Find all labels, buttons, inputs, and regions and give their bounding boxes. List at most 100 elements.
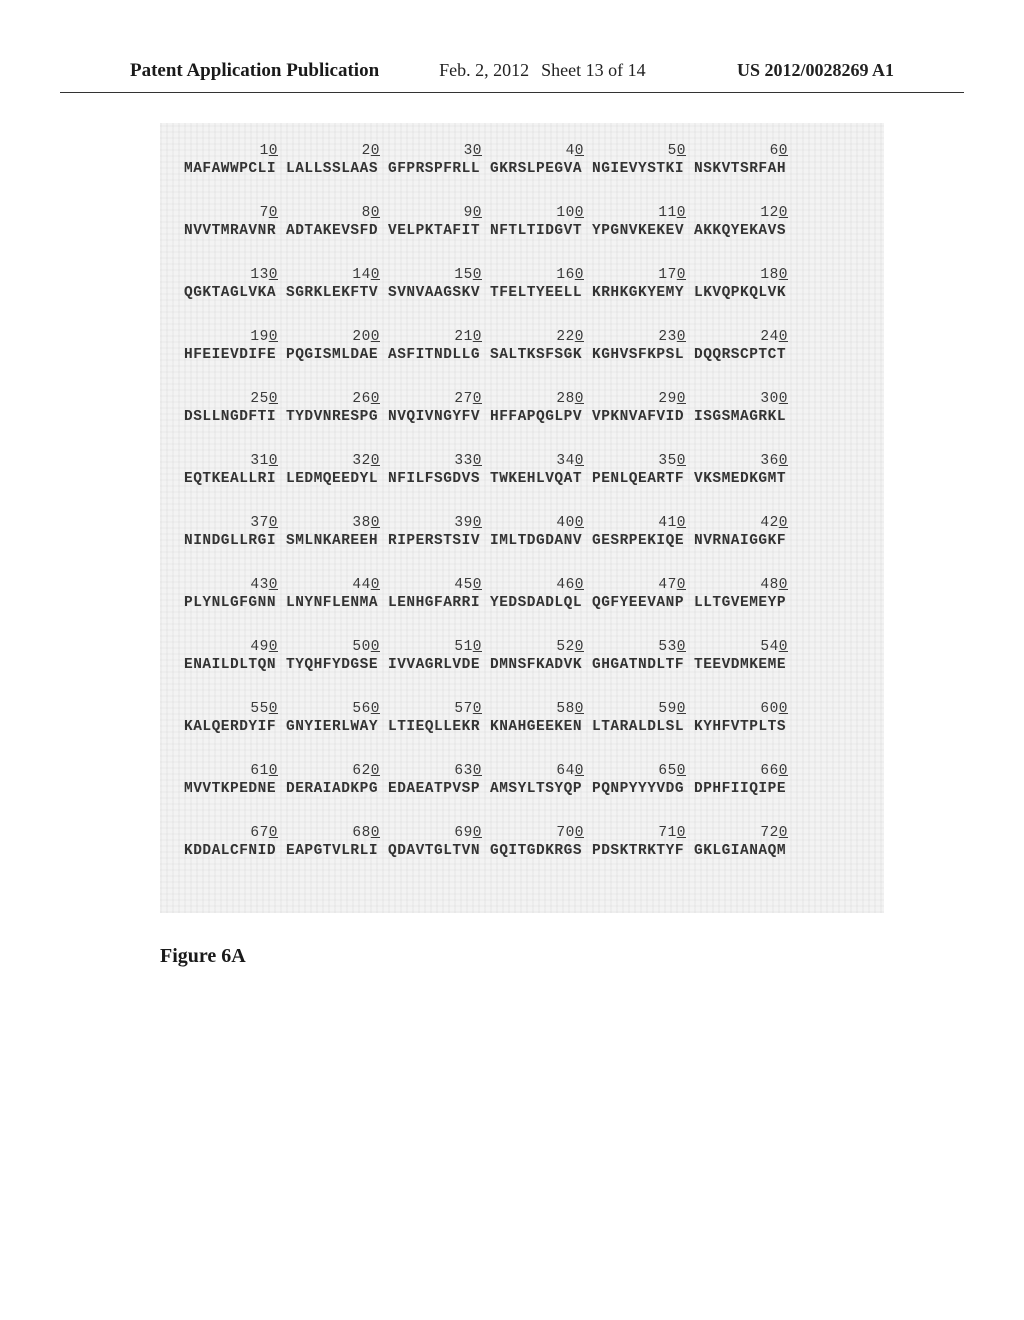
sequence-segment: LKVQPKQLVK: [694, 285, 796, 301]
sequence-segment: KYHFVTPLTS: [694, 719, 796, 735]
sequence-row: DSLLNGDFTITYDVNRESPGNVQIVNGYFVHFFAPQGLPV…: [184, 409, 860, 425]
position-number: 240: [694, 329, 796, 345]
sequence-segment: DERAIADKPG: [286, 781, 388, 797]
sequence-segment: ASFITNDLLG: [388, 347, 490, 363]
position-number: 360: [694, 453, 796, 469]
sequence-segment: VKSMEDKGMT: [694, 471, 796, 487]
position-row: 610620630640650660: [184, 763, 860, 779]
sequence-row: NVVTMRAVNRADTAKEVSFDVELPKTAFITNFTLTIDGVT…: [184, 223, 860, 239]
page-header: Patent Application Publication Feb. 2, 2…: [60, 0, 964, 93]
sequence-segment: ADTAKEVSFD: [286, 223, 388, 239]
position-number: 140: [286, 267, 388, 283]
sequence-row: KDDALCFNIDEAPGTVLRLIQDAVTGLTVNGQITGDKRGS…: [184, 843, 860, 859]
document-number: US 2012/0028269 A1: [737, 60, 894, 81]
sequence-segment: EQTKEALLRI: [184, 471, 286, 487]
position-number: 460: [490, 577, 592, 593]
sequence-segment: HFEIEVDIFE: [184, 347, 286, 363]
sequence-segment: MVVTKPEDNE: [184, 781, 286, 797]
sequence-segment: YPGNVKEKEV: [592, 223, 694, 239]
sequence-segment: GKLGIANAQM: [694, 843, 796, 859]
sequence-segment: NINDGLLRGI: [184, 533, 286, 549]
sequence-segment: GHGATNDLTF: [592, 657, 694, 673]
sequence-block: 190200210220230240 HFEIEVDIFEPQGISMLDAEAS…: [184, 329, 860, 363]
position-number: 450: [388, 577, 490, 593]
sequence-segment: PLYNLGFGNN: [184, 595, 286, 611]
sequence-row: HFEIEVDIFEPQGISMLDAEASFITNDLLGSALTKSFSGK…: [184, 347, 860, 363]
sequence-segment: KGHVSFKPSL: [592, 347, 694, 363]
position-number: 500: [286, 639, 388, 655]
sequence-segment: RIPERSTSIV: [388, 533, 490, 549]
position-number: 510: [388, 639, 490, 655]
position-number: 340: [490, 453, 592, 469]
sequence-segment: LENHGFARRI: [388, 595, 490, 611]
position-number: 100: [490, 205, 592, 221]
position-number: 590: [592, 701, 694, 717]
position-number: 170: [592, 267, 694, 283]
position-number: 720: [694, 825, 796, 841]
sequence-block: 130140150160170180QGKTAGLVKASGRKLEKFTVSV…: [184, 267, 860, 301]
sequence-segment: EAPGTVLRLI: [286, 843, 388, 859]
position-number: 120: [694, 205, 796, 221]
position-number: 640: [490, 763, 592, 779]
sequence-block: 370380390400410420NINDGLLRGISMLNKAREEHRI…: [184, 515, 860, 549]
sequence-block: 708090100110120NVVTMRAVNRADTAKEVSFDVELPK…: [184, 205, 860, 239]
sequence-segment: LALLSSLAAS: [286, 161, 388, 177]
sequence-segment: LLTGVEMEYP: [694, 595, 796, 611]
position-number: 130: [184, 267, 286, 283]
position-number: 600: [694, 701, 796, 717]
position-number: 660: [694, 763, 796, 779]
sequence-segment: HFFAPQGLPV: [490, 409, 592, 425]
position-number: 490: [184, 639, 286, 655]
sequence-block: 310320330340350360EQTKEALLRILEDMQEEDYLNF…: [184, 453, 860, 487]
sequence-segment: KALQERDYIF: [184, 719, 286, 735]
sequence-segment: GFPRSPFRLL: [388, 161, 490, 177]
sequence-segment: GQITGDKRGS: [490, 843, 592, 859]
sequence-segment: TYQHFYDGSE: [286, 657, 388, 673]
sequence-listing: 102030405060MAFAWWPCLILALLSSLAASGFPRSPFR…: [160, 123, 884, 913]
position-number: 50: [592, 143, 694, 159]
position-row: 190200210220230240: [184, 329, 860, 345]
sequence-block: 610620630640650660 MVVTKPEDNEDERAIADKPGED…: [184, 763, 860, 797]
position-number: 520: [490, 639, 592, 655]
sequence-block: 430440450460470480PLYNLGFGNNLNYNFLENMALE…: [184, 577, 860, 611]
sequence-segment: ISGSMAGRKL: [694, 409, 796, 425]
sequence-segment: NSKVTSRFAH: [694, 161, 796, 177]
sequence-segment: IVVAGRLVDE: [388, 657, 490, 673]
position-number: 430: [184, 577, 286, 593]
sequence-segment: DSLLNGDFTI: [184, 409, 286, 425]
position-number: 620: [286, 763, 388, 779]
position-row: 130140150160170180: [184, 267, 860, 283]
sequence-segment: LTARALDLSL: [592, 719, 694, 735]
position-number: 480: [694, 577, 796, 593]
position-number: 290: [592, 391, 694, 407]
sequence-segment: TEEVDMKEME: [694, 657, 796, 673]
position-number: 90: [388, 205, 490, 221]
position-number: 300: [694, 391, 796, 407]
sequence-segment: GESRPEKIQE: [592, 533, 694, 549]
sequence-segment: IMLTDGDANV: [490, 533, 592, 549]
sequence-row: KALQERDYIFGNYIERLWAYLTIEQLLEKRKNAHGEEKEN…: [184, 719, 860, 735]
position-number: 200: [286, 329, 388, 345]
sequence-row: ENAILDLTQNTYQHFYDGSEIVVAGRLVDEDMNSFKADVK…: [184, 657, 860, 673]
sequence-segment: DQQRSCPTCT: [694, 347, 796, 363]
position-number: 650: [592, 763, 694, 779]
sequence-segment: LEDMQEEDYL: [286, 471, 388, 487]
position-row: 370380390400410420: [184, 515, 860, 531]
sequence-block: 250260270280290300DSLLNGDFTITYDVNRESPGNV…: [184, 391, 860, 425]
sequence-segment: QGFYEEVANP: [592, 595, 694, 611]
sequence-row: MAFAWWPCLILALLSSLAASGFPRSPFRLLGKRSLPEGVA…: [184, 161, 860, 177]
position-number: 550: [184, 701, 286, 717]
sequence-segment: PENLQEARTF: [592, 471, 694, 487]
publication-title: Patent Application Publication: [130, 60, 379, 82]
position-number: 190: [184, 329, 286, 345]
sequence-segment: TYDVNRESPG: [286, 409, 388, 425]
position-number: 680: [286, 825, 388, 841]
sequence-segment: EDAEATPVSP: [388, 781, 490, 797]
position-number: 210: [388, 329, 490, 345]
sequence-segment: DPHFIIQIPE: [694, 781, 796, 797]
position-number: 710: [592, 825, 694, 841]
position-number: 180: [694, 267, 796, 283]
sequence-segment: VELPKTAFIT: [388, 223, 490, 239]
position-number: 250: [184, 391, 286, 407]
position-number: 70: [184, 205, 286, 221]
